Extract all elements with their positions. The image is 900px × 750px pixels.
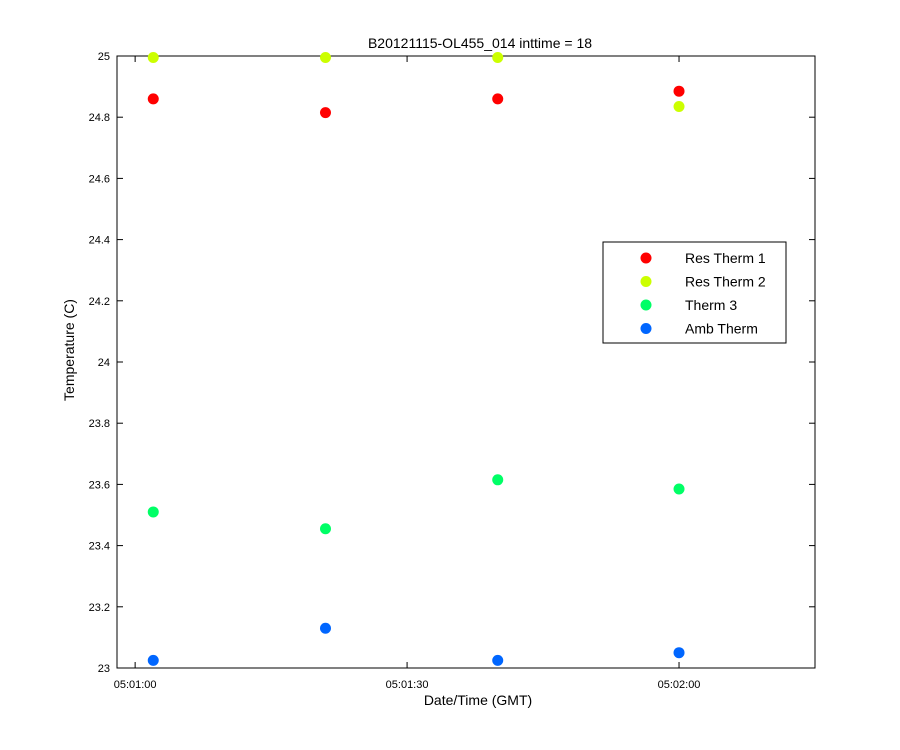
y-tick-label: 23 — [98, 663, 110, 675]
legend-box — [602, 241, 787, 344]
y-tick-label: 23.6 — [89, 479, 110, 491]
point-res-therm-2 — [319, 52, 331, 64]
y-tick-label: 24.6 — [89, 173, 110, 185]
y-axis-label: Temperature (C) — [61, 299, 77, 401]
x-axis: 05:01:00 05:01:30 05:02:00 — [114, 56, 701, 691]
legend-label: Amb Therm — [685, 321, 758, 337]
plot-area — [116, 55, 816, 669]
data-points — [147, 52, 685, 666]
legend-marker — [640, 252, 652, 264]
point-therm-3 — [673, 483, 685, 495]
x-tick-label: 05:01:00 — [114, 679, 157, 691]
y-tick-label: 23.8 — [89, 418, 110, 430]
point-res-therm-2 — [492, 52, 504, 64]
point-amb-therm — [673, 647, 685, 659]
legend: Res Therm 1 Res Therm 2 Therm 3 Amb Therm — [602, 241, 787, 344]
point-amb-therm — [492, 654, 504, 666]
x-axis-label: Date/Time (GMT) — [424, 692, 532, 708]
y-tick-label: 24.4 — [89, 235, 110, 247]
y-tick-label: 23.4 — [89, 541, 110, 553]
legend-marker — [640, 323, 652, 334]
point-res-therm-1 — [319, 107, 331, 119]
y-tick-label: 24 — [98, 357, 110, 369]
legend-marker — [640, 299, 652, 311]
y-tick-label: 24.2 — [89, 296, 110, 308]
point-res-therm-2 — [673, 100, 685, 112]
legend-label: Therm 3 — [685, 297, 737, 313]
point-res-therm-1 — [147, 93, 159, 105]
y-tick-label: 24.8 — [89, 112, 110, 124]
point-therm-3 — [147, 506, 159, 518]
legend-label: Res Therm 2 — [685, 274, 766, 290]
y-tick-label: 23.2 — [89, 602, 110, 614]
x-tick-label: 05:02:00 — [658, 679, 701, 691]
point-res-therm-1 — [673, 85, 685, 97]
legend-marker — [640, 276, 652, 287]
x-tick-label: 05:01:30 — [386, 679, 429, 691]
point-amb-therm — [319, 622, 331, 634]
point-therm-3 — [319, 523, 331, 535]
y-tick-label: 25 — [98, 51, 110, 63]
point-res-therm-2 — [147, 52, 159, 64]
point-res-therm-1 — [492, 93, 504, 105]
y-axis: 23 23.2 23.4 23.6 23.8 24 24.2 24.4 24.6 24.8 25 — [89, 51, 815, 675]
legend-label: Res Therm 1 — [685, 250, 766, 266]
point-therm-3 — [492, 474, 504, 486]
chart-title: B20121115-OL455_014 inttime = 18 — [368, 35, 592, 51]
point-amb-therm — [147, 654, 159, 666]
